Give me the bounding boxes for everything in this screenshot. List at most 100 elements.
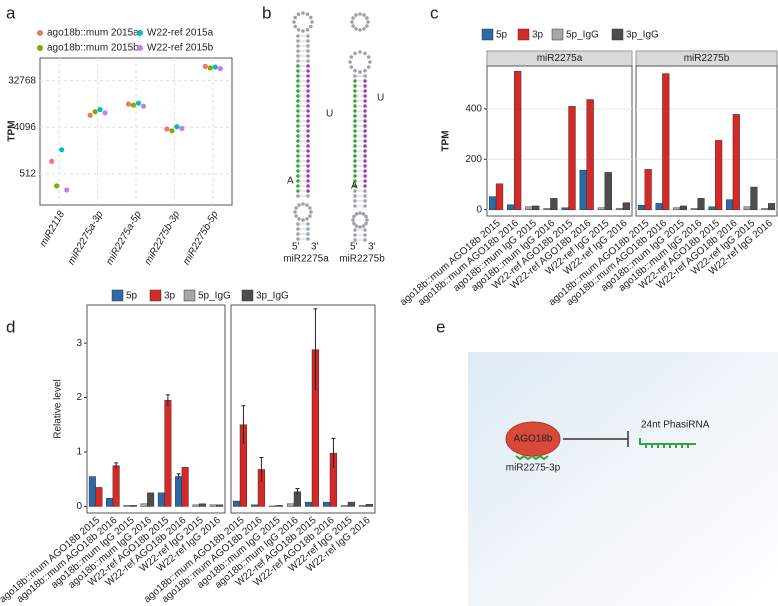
bar	[622, 202, 631, 210]
nucleotide	[353, 164, 357, 168]
y-tick-label: 200	[465, 154, 482, 165]
data-point	[87, 112, 93, 118]
nucleotide	[294, 206, 298, 210]
x-tick-label: miR2275a-5p	[104, 209, 144, 267]
nucleotide	[353, 104, 357, 108]
nucleotide	[364, 221, 368, 226]
bar	[767, 203, 776, 210]
nucleotide	[362, 27, 366, 31]
nucleotide	[363, 109, 367, 113]
nucleotide	[349, 65, 354, 69]
nucleotide	[353, 199, 357, 203]
nucleotide	[306, 94, 310, 98]
nucleotide	[353, 114, 357, 118]
bar	[286, 503, 295, 507]
nucleotide	[365, 24, 369, 28]
nucleotide	[363, 119, 367, 123]
nucleotide	[353, 99, 357, 103]
nucleotide	[363, 169, 367, 173]
nucleotide	[363, 124, 367, 128]
nucleotide	[351, 16, 355, 20]
nucleotide	[296, 184, 300, 188]
bar	[275, 505, 284, 507]
legend-swatch	[517, 28, 530, 41]
nucleotide	[306, 222, 310, 226]
nucleotide	[306, 44, 310, 48]
nucleotide	[296, 89, 300, 93]
legend-label: 3p_IgG	[256, 291, 289, 302]
nucleotide	[306, 139, 310, 143]
bar	[192, 504, 200, 507]
nucleotide	[296, 119, 300, 123]
nucleotide	[301, 202, 305, 206]
nucleotide	[363, 179, 367, 183]
legend-label: 5p	[496, 30, 508, 41]
nucleotide	[353, 184, 357, 188]
nucleotide	[306, 69, 310, 73]
nucleotide	[293, 15, 298, 20]
nucleotide	[296, 79, 300, 83]
nucleotide	[368, 60, 372, 64]
facet-title: miR2275a	[537, 53, 583, 64]
nucleotide	[361, 212, 366, 216]
nucleotide	[306, 59, 310, 63]
nucleotide	[293, 24, 298, 29]
nucleotide	[296, 194, 300, 198]
legend-label: 3p	[532, 30, 544, 41]
nucleotide	[363, 89, 367, 93]
nucleotide	[353, 174, 357, 178]
nucleotide	[297, 217, 301, 221]
nucleotide	[358, 28, 362, 32]
nucleotide	[308, 214, 312, 218]
target-label: 24nt PhasiRNA	[641, 420, 710, 431]
nucleotide	[351, 24, 355, 28]
nucleotide	[296, 164, 300, 168]
nucleotide	[363, 51, 367, 56]
nucleotide	[363, 194, 367, 198]
y-tick-label: 0	[76, 501, 82, 512]
data-point	[130, 102, 137, 108]
nucleotide	[306, 124, 310, 128]
nucleotide	[364, 214, 368, 219]
nucleotide	[296, 12, 301, 17]
bar	[140, 503, 148, 507]
nucleotide	[358, 225, 362, 229]
nucleotide	[306, 104, 310, 108]
nucleotide	[308, 24, 313, 29]
data-point	[102, 110, 108, 116]
nucleotide	[351, 218, 355, 222]
data-point	[169, 128, 175, 134]
nucleotide	[363, 204, 367, 208]
bar	[697, 198, 705, 210]
nucleotide	[296, 39, 300, 43]
nucleotide	[349, 55, 354, 59]
hairpin-end: 3'	[368, 242, 376, 253]
bar	[106, 498, 114, 507]
y-tick-label: 32768	[8, 75, 36, 86]
bar	[579, 169, 587, 210]
nucleotide	[365, 218, 369, 222]
bar	[495, 183, 504, 210]
bar	[488, 196, 497, 210]
nucleotide	[296, 54, 300, 58]
bar	[708, 206, 716, 210]
hairpin-mark: U	[377, 93, 384, 104]
nucleotide	[366, 55, 371, 59]
bar	[250, 504, 259, 507]
nucleotide	[353, 228, 357, 232]
panel-label: b	[262, 3, 271, 22]
nucleotide	[296, 169, 300, 173]
nucleotide	[309, 210, 313, 214]
legend-label: ago18b::mum 2015a	[47, 28, 139, 39]
bar	[532, 205, 540, 210]
data-point	[174, 124, 180, 130]
nucleotide	[306, 54, 310, 58]
nucleotide	[296, 94, 300, 98]
nucleotide	[361, 224, 366, 228]
nucleotide	[306, 99, 310, 103]
bar	[112, 465, 120, 507]
nucleotide	[306, 134, 310, 138]
nucleotide	[363, 84, 367, 88]
nucleotide	[306, 89, 310, 93]
